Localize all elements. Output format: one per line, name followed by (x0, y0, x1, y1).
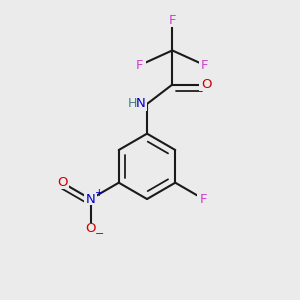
Text: O: O (201, 78, 212, 91)
Text: H: H (128, 97, 137, 110)
FancyBboxPatch shape (199, 78, 214, 91)
FancyBboxPatch shape (166, 15, 178, 27)
FancyBboxPatch shape (56, 177, 69, 189)
FancyBboxPatch shape (84, 193, 97, 205)
Text: N: N (86, 193, 95, 206)
Text: F: F (201, 59, 209, 72)
Text: F: F (136, 59, 143, 72)
FancyBboxPatch shape (125, 97, 147, 111)
FancyBboxPatch shape (199, 59, 211, 71)
Text: N: N (136, 98, 146, 110)
FancyBboxPatch shape (134, 59, 146, 71)
Text: F: F (200, 193, 207, 206)
Text: +: + (94, 188, 103, 197)
Text: O: O (57, 176, 68, 189)
FancyBboxPatch shape (197, 193, 210, 205)
Text: O: O (85, 222, 96, 235)
Text: F: F (169, 14, 176, 27)
FancyBboxPatch shape (84, 223, 97, 235)
Text: −: − (95, 229, 104, 239)
